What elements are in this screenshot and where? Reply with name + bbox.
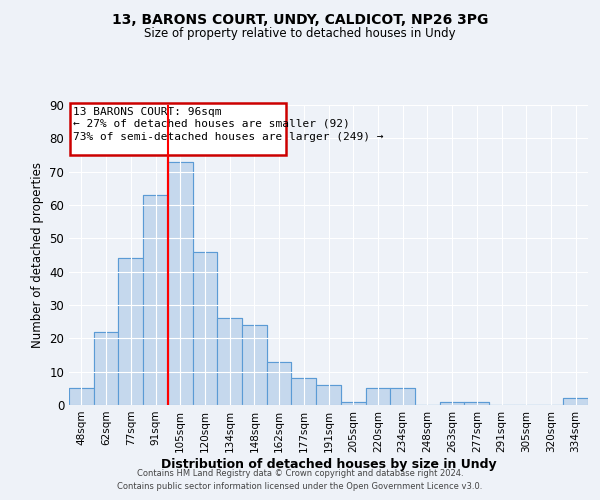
Bar (267, 362, 292, 405)
Text: Size of property relative to detached houses in Undy: Size of property relative to detached ho… (144, 28, 456, 40)
Text: Contains HM Land Registry data © Crown copyright and database right 2024.: Contains HM Land Registry data © Crown c… (137, 468, 463, 477)
Text: 13 BARONS COURT: 96sqm: 13 BARONS COURT: 96sqm (73, 106, 221, 117)
Bar (316, 385, 341, 405)
Bar (563, 398, 588, 405)
Bar (563, 398, 588, 405)
Bar (143, 195, 168, 405)
Bar (193, 252, 217, 405)
Bar (168, 162, 193, 405)
Bar (217, 318, 242, 405)
Bar (118, 258, 143, 405)
Bar (365, 388, 390, 405)
Bar (440, 402, 464, 405)
Bar (242, 325, 267, 405)
Bar (464, 402, 489, 405)
Bar (69, 388, 94, 405)
Bar (267, 362, 292, 405)
Text: 13, BARONS COURT, UNDY, CALDICOT, NP26 3PG: 13, BARONS COURT, UNDY, CALDICOT, NP26 3… (112, 12, 488, 26)
X-axis label: Distribution of detached houses by size in Undy: Distribution of detached houses by size … (161, 458, 496, 470)
Bar (341, 402, 365, 405)
Bar (292, 378, 316, 405)
Bar (94, 332, 118, 405)
Bar (440, 402, 464, 405)
Bar (365, 388, 390, 405)
Bar (316, 385, 341, 405)
Bar (390, 388, 415, 405)
Bar (143, 195, 168, 405)
Bar (70, 104, 286, 155)
Bar (292, 378, 316, 405)
Bar (168, 162, 193, 405)
Bar (69, 388, 94, 405)
Y-axis label: Number of detached properties: Number of detached properties (31, 162, 44, 348)
Bar (464, 402, 489, 405)
Bar (118, 258, 143, 405)
Text: 73% of semi-detached houses are larger (249) →: 73% of semi-detached houses are larger (… (73, 132, 383, 141)
Bar (390, 388, 415, 405)
Text: Contains public sector information licensed under the Open Government Licence v3: Contains public sector information licen… (118, 482, 482, 491)
Bar (242, 325, 267, 405)
Bar (94, 332, 118, 405)
Bar (193, 252, 217, 405)
Text: ← 27% of detached houses are smaller (92): ← 27% of detached houses are smaller (92… (73, 119, 349, 129)
Bar (217, 318, 242, 405)
Bar (341, 402, 365, 405)
